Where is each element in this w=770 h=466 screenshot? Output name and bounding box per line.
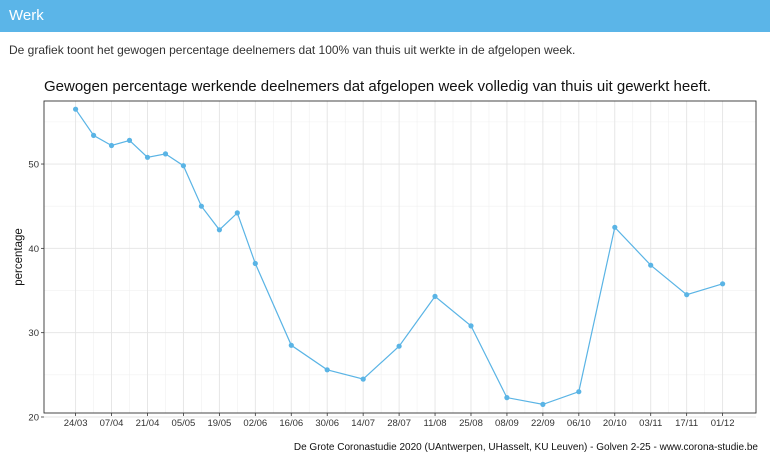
data-point — [73, 106, 79, 112]
x-tick-label: 17/11 — [675, 418, 698, 429]
chart-title: Gewogen percentage werkende deelnemers d… — [44, 78, 712, 95]
data-point — [720, 281, 726, 287]
x-tick-label: 22/09 — [531, 418, 555, 429]
x-tick-label: 20/10 — [603, 418, 627, 429]
data-point — [612, 224, 618, 230]
data-point — [198, 203, 204, 209]
data-point — [180, 163, 186, 169]
y-tick-label: 30 — [28, 328, 39, 339]
data-point — [648, 262, 654, 268]
x-tick-label: 25/08 — [459, 418, 483, 429]
y-tick-label: 20 — [28, 413, 39, 424]
y-axis-label: percentage — [13, 228, 25, 286]
x-tick-label: 02/06 — [243, 418, 267, 429]
data-point — [684, 292, 690, 298]
y-tick-label: 50 — [28, 160, 39, 171]
data-point — [252, 260, 258, 267]
panel-header: Werk — [0, 0, 770, 32]
x-tick-label: 06/10 — [567, 418, 591, 429]
x-tick-label: 11/08 — [424, 418, 447, 429]
x-tick-label: 07/04 — [100, 418, 124, 429]
data-point — [504, 395, 510, 401]
data-point — [576, 389, 582, 395]
series-line — [75, 108, 723, 406]
data-point — [288, 342, 294, 348]
plot-panel — [44, 101, 756, 413]
data-point — [234, 210, 240, 216]
x-tick-label: 14/07 — [351, 418, 375, 429]
x-tick-label: 30/06 — [315, 418, 339, 429]
x-tick-label: 08/09 — [495, 418, 519, 429]
x-tick-label: 19/05 — [207, 418, 231, 429]
data-point — [126, 137, 133, 143]
data-point — [324, 367, 330, 373]
data-point — [162, 151, 169, 157]
data-point — [432, 293, 438, 299]
chart-description: De grafiek toont het gewogen percentage … — [9, 43, 576, 57]
data-point — [144, 154, 151, 160]
x-tick-label: 01/12 — [711, 418, 735, 429]
x-tick-label: 03/11 — [639, 418, 662, 429]
x-tick-label: 05/05 — [172, 418, 196, 429]
data-point — [91, 132, 97, 138]
plot-border — [43, 100, 757, 414]
data-point — [360, 376, 366, 382]
x-tick-label: 28/07 — [387, 418, 411, 429]
x-tick-label: 21/04 — [136, 418, 160, 429]
x-tick-label: 24/03 — [64, 418, 88, 429]
data-point — [108, 142, 115, 149]
x-tick-label: 16/06 — [279, 418, 303, 429]
data-point — [468, 323, 474, 329]
panel-title: Werk — [9, 7, 44, 24]
data-point — [216, 227, 222, 233]
data-point — [540, 401, 546, 407]
chart-caption: De Grote Coronastudie 2020 (UAntwerpen, … — [293, 442, 758, 453]
y-tick-label: 40 — [28, 244, 39, 255]
data-point — [396, 343, 402, 349]
